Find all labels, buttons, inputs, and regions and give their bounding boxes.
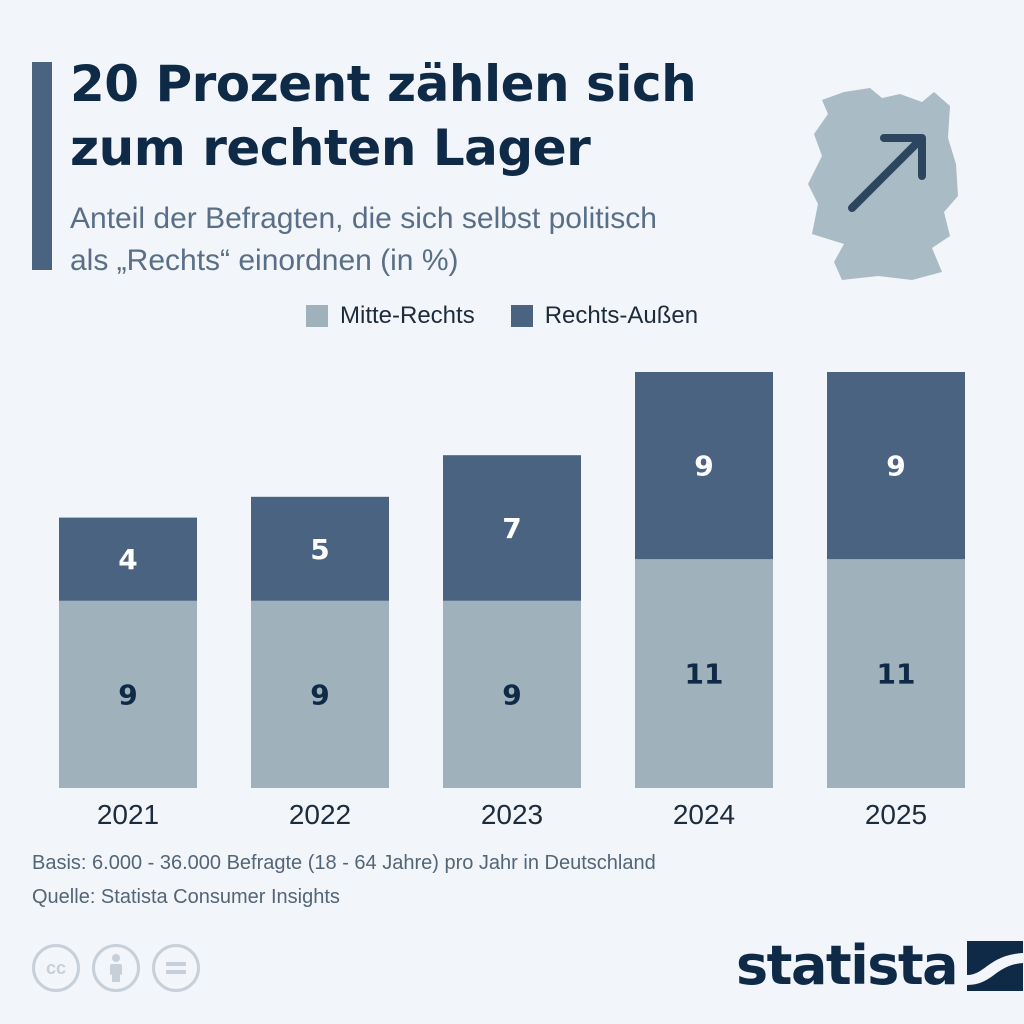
chart-title: 20 Prozent zählen sich zum rechten Lager xyxy=(70,52,770,180)
statista-logo-text: statista xyxy=(736,936,957,996)
data-label-rechts-aussen-2025: 9 xyxy=(886,450,905,483)
data-label-mitte-rechts-2023: 9 xyxy=(502,678,521,711)
x-tick-label-2022: 2022 xyxy=(289,799,351,830)
legend-label-mitte-rechts: Mitte-Rechts xyxy=(340,302,475,330)
data-label-mitte-rechts-2024: 11 xyxy=(685,658,724,691)
data-label-mitte-rechts-2022: 9 xyxy=(310,678,329,711)
subtitle-line-2: als „Rechts“ einordnen (in %) xyxy=(70,244,459,277)
data-label-mitte-rechts-2025: 11 xyxy=(877,658,916,691)
stacked-bar-chart: 9 4 2021 9 5 2022 9 7 2023 11 9 2024 11 9 2025 xyxy=(0,340,1024,840)
title-line-2: zum rechten Lager xyxy=(70,119,590,177)
no-derivatives-icon[interactable] xyxy=(152,944,200,992)
data-label-rechts-aussen-2022: 5 xyxy=(310,533,329,566)
basis-note: Basis: 6.000 - 36.000 Befragte (18 - 64 … xyxy=(32,852,656,875)
cc-icon[interactable]: cc xyxy=(32,944,80,992)
legend-swatch-rechts-aussen xyxy=(511,305,533,327)
x-tick-label-2024: 2024 xyxy=(673,799,735,830)
license-icons: cc xyxy=(32,944,212,992)
x-tick-label-2023: 2023 xyxy=(481,799,543,830)
legend-item-rechts-aussen: Rechts-Außen xyxy=(511,302,698,330)
attribution-icon[interactable] xyxy=(92,944,140,992)
legend-item-mitte-rechts: Mitte-Rechts xyxy=(306,302,475,330)
data-label-rechts-aussen-2024: 9 xyxy=(694,450,713,483)
title-accent-bar xyxy=(32,62,52,270)
cc-icon-label: cc xyxy=(46,958,66,979)
x-tick-label-2025: 2025 xyxy=(865,799,927,830)
x-tick-label-2021: 2021 xyxy=(97,799,159,830)
chart-legend: Mitte-Rechts Rechts-Außen xyxy=(306,300,734,332)
subtitle-line-1: Anteil der Befragten, die sich selbst po… xyxy=(70,202,657,235)
germany-map-icon xyxy=(804,84,962,284)
statista-logo-mark-icon xyxy=(967,941,1023,991)
legend-label-rechts-aussen: Rechts-Außen xyxy=(545,302,698,330)
statista-logo[interactable]: statista xyxy=(736,936,1023,996)
data-label-mitte-rechts-2021: 9 xyxy=(118,678,137,711)
chart-subtitle: Anteil der Befragten, die sich selbst po… xyxy=(70,198,790,282)
title-line-1: 20 Prozent zählen sich xyxy=(70,55,696,113)
source-note: Quelle: Statista Consumer Insights xyxy=(32,886,340,909)
legend-swatch-mitte-rechts xyxy=(306,305,328,327)
data-label-rechts-aussen-2023: 7 xyxy=(502,512,521,545)
data-label-rechts-aussen-2021: 4 xyxy=(118,543,137,576)
